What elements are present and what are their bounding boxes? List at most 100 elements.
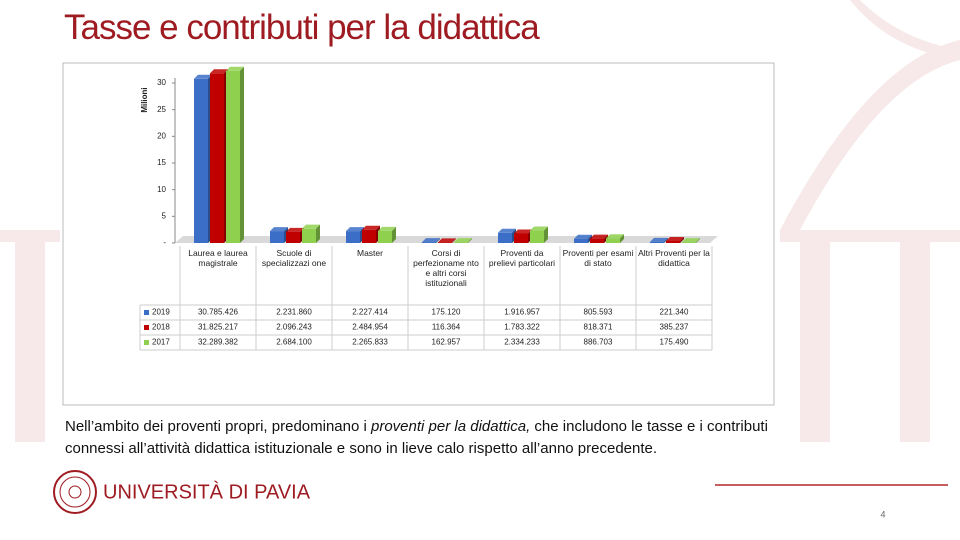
bar-top: [194, 74, 212, 79]
value-label: 1.783.322: [504, 323, 540, 332]
value-label: 886.703: [584, 338, 613, 347]
bar: [286, 231, 300, 243]
bar-top: [606, 234, 624, 239]
bar: [498, 232, 512, 243]
bar-top: [530, 226, 548, 231]
bar-top: [378, 226, 396, 231]
slide-title: Tasse e contributi per la didattica: [64, 8, 540, 47]
y-axis-label: Milioni: [140, 87, 149, 112]
y-tick-label: 15: [157, 158, 166, 167]
y-tick-label: 20: [157, 131, 166, 140]
bar: [302, 228, 316, 243]
bar-top: [362, 225, 380, 230]
bar: [454, 242, 468, 243]
logo-text: UNIVERSITÀ DI PAVIA: [103, 480, 311, 503]
legend-swatch: [144, 340, 149, 345]
value-label: 2.684.100: [276, 338, 312, 347]
value-label: 162.957: [432, 338, 461, 347]
value-label: 32.289.382: [198, 338, 239, 347]
bar: [194, 78, 208, 243]
chart-frame: [62, 62, 775, 406]
bar: [270, 231, 284, 243]
value-label: 116.364: [432, 323, 461, 332]
x-tick-label-box: Master: [357, 248, 383, 258]
value-label: 385.237: [660, 323, 689, 332]
bar-top: [666, 236, 684, 241]
legend-label: 2018: [152, 323, 170, 332]
y-tick-label: 10: [157, 185, 166, 194]
bar-top: [302, 224, 320, 229]
value-label: 175.120: [432, 308, 461, 317]
x-tick-label-box: Laurea e laurea magistrale: [188, 248, 248, 268]
bar-top: [590, 234, 608, 239]
x-tick-label: Proventi da prelievi particolari: [488, 248, 556, 268]
y-tick-label: 5: [162, 211, 167, 220]
bar: [666, 240, 680, 243]
bar: [514, 233, 528, 243]
value-label: 2.227.414: [352, 308, 388, 317]
bar: [530, 230, 544, 243]
x-tick-label-box: Scuole di specializzazi one: [261, 248, 327, 268]
x-tick-label: Proventi per esami di stato: [562, 248, 634, 268]
bar-side: [680, 236, 684, 243]
value-label: 2.265.833: [352, 338, 388, 347]
legend-swatch: [144, 325, 149, 330]
bar-side: [452, 238, 456, 243]
x-tick-label: Master: [357, 248, 383, 258]
bar-top: [438, 238, 456, 243]
bar: [438, 242, 452, 243]
bar-side: [240, 66, 244, 243]
bar: [606, 238, 620, 243]
value-label: 2.096.243: [276, 323, 312, 332]
bar: [422, 242, 436, 243]
text: che includono le tasse e i contributi co…: [65, 418, 768, 457]
bar-top: [498, 228, 516, 233]
value-label: 2.334.233: [504, 338, 540, 347]
y-tick-label: -: [163, 238, 166, 247]
value-label: 30.785.426: [198, 308, 239, 317]
bar-top: [514, 229, 532, 234]
bar-side: [392, 226, 396, 243]
y-tick-label: 25: [157, 105, 166, 114]
x-tick-label: Altri Proventi per la didattica: [638, 248, 710, 268]
bar: [378, 230, 392, 243]
logo-seal: [53, 470, 97, 514]
x-tick-label-box: Corsi di perfezioname nto e altri corsi …: [413, 248, 479, 288]
bar-side: [620, 234, 624, 243]
bar-top: [270, 227, 288, 232]
bar-top: [650, 237, 668, 242]
bar: [362, 229, 376, 243]
value-label: 2.231.860: [276, 308, 312, 317]
bar-top: [454, 238, 472, 243]
bar: [226, 70, 240, 243]
bar-top: [682, 238, 700, 243]
x-tick-label: Corsi di perfezioname nto e altri corsi …: [413, 248, 479, 288]
bar: [590, 238, 604, 243]
value-label: 818.371: [584, 323, 613, 332]
text: Nell’ambito dei proventi propri, predomi…: [65, 418, 371, 435]
x-tick-label-box: Altri Proventi per la didattica: [638, 248, 710, 268]
bar-side: [468, 238, 472, 243]
bar-top: [346, 227, 364, 232]
value-label: 175.490: [660, 338, 689, 347]
bar: [650, 241, 664, 243]
x-tick-label: Scuole di specializzazi one: [261, 248, 327, 268]
value-label: 1.916.957: [504, 308, 540, 317]
background-decoration: [0, 0, 960, 442]
bar-top: [286, 227, 304, 232]
value-label: 31.825.217: [198, 323, 239, 332]
text-italic: proventi per la didattica,: [371, 418, 531, 435]
x-tick-label: Laurea e laurea magistrale: [188, 248, 248, 268]
bar-side: [436, 238, 440, 243]
bar: [682, 242, 696, 243]
legend-label: 2017: [152, 338, 170, 347]
y-tick-label: 30: [157, 78, 166, 87]
bar-top: [226, 66, 244, 71]
x-tick-label-box: Proventi per esami di stato: [562, 248, 634, 268]
bar-side: [664, 237, 668, 243]
x-tick-label-box: Proventi da prelievi particolari: [488, 248, 556, 268]
bar-top: [574, 234, 592, 239]
bar-side: [316, 224, 320, 243]
paragraph: Nell’ambito dei proventi propri, predomi…: [65, 416, 825, 460]
